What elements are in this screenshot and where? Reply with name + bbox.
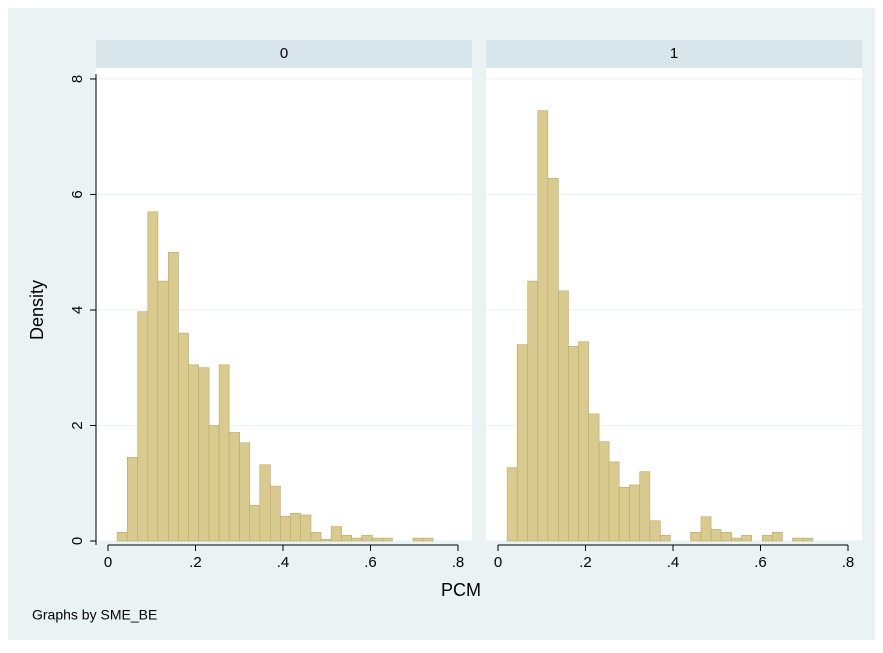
bar [198, 367, 210, 542]
bar [116, 532, 128, 542]
x-tick-label: .8 [452, 554, 465, 571]
panel-title: 0 [280, 45, 288, 62]
panel-header [486, 40, 862, 68]
bar [239, 442, 251, 542]
bar [330, 526, 342, 542]
bar [168, 251, 179, 542]
bar [629, 484, 641, 542]
x-tick-label: .2 [189, 554, 202, 571]
bar [300, 514, 312, 542]
bar [710, 529, 722, 542]
bar [618, 486, 630, 542]
bar [137, 311, 149, 542]
y-tick-label: 6 [69, 190, 86, 198]
bar [537, 110, 549, 542]
bar [568, 346, 579, 542]
panel-header [96, 40, 472, 68]
bar [731, 537, 742, 542]
bar [690, 532, 702, 542]
bar [280, 515, 291, 542]
bar [249, 504, 261, 542]
bar [802, 537, 814, 542]
bar [547, 178, 559, 542]
bar [218, 364, 230, 542]
bar [660, 534, 671, 542]
bar [351, 537, 363, 542]
bar [382, 537, 393, 542]
bar [412, 537, 424, 542]
x-tick-label: .8 [842, 554, 855, 571]
bar [371, 537, 383, 542]
bar [720, 532, 732, 542]
x-axis-title: PCM [441, 580, 481, 600]
bar [741, 534, 753, 542]
bar [639, 471, 651, 542]
panel-title: 1 [670, 45, 678, 62]
bar [558, 290, 569, 542]
bar [228, 432, 240, 542]
bar [310, 532, 322, 542]
bar [188, 364, 199, 542]
x-tick-label: .2 [579, 554, 592, 571]
y-axis-title: Density [27, 280, 47, 340]
bar [527, 280, 539, 542]
bar [361, 534, 373, 542]
bar [157, 280, 169, 542]
bar [608, 461, 620, 542]
x-tick-label: .6 [754, 554, 767, 571]
bar [126, 456, 139, 542]
y-tick-label: 4 [69, 306, 86, 314]
bar [208, 425, 220, 542]
bar [700, 516, 712, 542]
bar [792, 537, 804, 542]
bar [178, 332, 189, 542]
bar [772, 532, 783, 542]
bar [761, 534, 773, 542]
x-tick-label: 0 [494, 554, 502, 571]
bar [422, 537, 434, 542]
y-tick-label: 0 [69, 537, 86, 545]
y-tick-label: 2 [69, 421, 86, 429]
bar [598, 441, 610, 542]
bar [649, 520, 661, 542]
bar [578, 341, 589, 542]
x-tick-label: .4 [667, 554, 680, 571]
x-tick-label: .4 [277, 554, 290, 571]
bar [320, 538, 332, 542]
bar [341, 534, 352, 542]
note: Graphs by SME_BE [32, 607, 157, 623]
bar [506, 467, 518, 542]
bar [270, 485, 281, 542]
bar [259, 464, 271, 542]
bar [516, 344, 529, 542]
bar [147, 211, 159, 542]
x-tick-label: 0 [104, 554, 112, 571]
x-tick-label: .6 [364, 554, 377, 571]
y-tick-label: 8 [69, 75, 86, 83]
bar [588, 413, 600, 542]
bar [290, 512, 301, 542]
